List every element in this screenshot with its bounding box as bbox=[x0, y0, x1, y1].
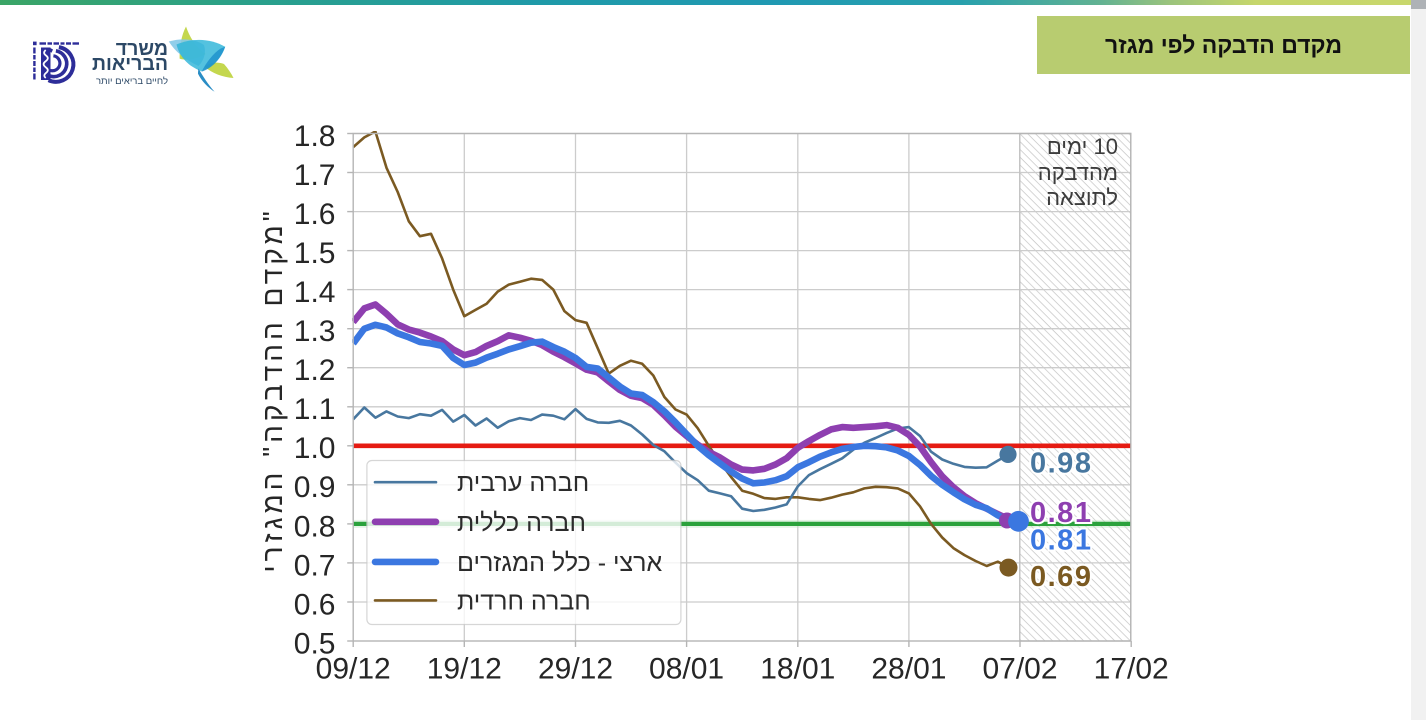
svg-text:ארצי - כלל המגזרים: ארצי - כלל המגזרים bbox=[457, 549, 662, 577]
svg-text:1.8: 1.8 bbox=[294, 120, 336, 153]
svg-text:חברה כללית: חברה כללית bbox=[457, 509, 586, 537]
svg-text:0.7: 0.7 bbox=[294, 549, 336, 582]
svg-text:1.4: 1.4 bbox=[294, 276, 336, 309]
svg-text:0.5: 0.5 bbox=[294, 627, 336, 660]
svg-text:0.9: 0.9 bbox=[294, 471, 336, 504]
svg-text:1.2: 1.2 bbox=[294, 354, 336, 387]
svg-text:0.8: 0.8 bbox=[294, 510, 336, 543]
svg-text:07/02: 07/02 bbox=[982, 652, 1057, 685]
svg-text:1.3: 1.3 bbox=[294, 315, 336, 348]
svg-text:19/12: 19/12 bbox=[427, 652, 502, 685]
svg-text:18/01: 18/01 bbox=[760, 652, 835, 685]
svg-text:1.7: 1.7 bbox=[294, 159, 336, 192]
svg-text:29/12: 29/12 bbox=[538, 652, 613, 685]
svg-text:1.5: 1.5 bbox=[294, 237, 336, 270]
svg-text:חברה ערבית: חברה ערבית bbox=[457, 469, 589, 497]
svg-text:0.81: 0.81 bbox=[1030, 497, 1092, 529]
svg-text:08/01: 08/01 bbox=[649, 652, 724, 685]
svg-text:0.81: 0.81 bbox=[1030, 524, 1092, 556]
svg-text:28/01: 28/01 bbox=[871, 652, 946, 685]
svg-text:"מקדם ההדבקה" המגזרי: "מקדם ההדבקה" המגזרי bbox=[257, 207, 288, 572]
svg-text:1.0: 1.0 bbox=[294, 432, 336, 465]
svg-text:לתוצאה: לתוצאה bbox=[1046, 185, 1118, 210]
svg-text:1.1: 1.1 bbox=[294, 393, 336, 426]
svg-text:17/02: 17/02 bbox=[1094, 652, 1169, 685]
svg-text:0.69: 0.69 bbox=[1030, 561, 1092, 593]
svg-text:09/12: 09/12 bbox=[316, 652, 391, 685]
svg-text:10 ימים: 10 ימים bbox=[1047, 134, 1118, 159]
svg-text:0.6: 0.6 bbox=[294, 588, 336, 621]
svg-text:מהדבקה: מהדבקה bbox=[1038, 160, 1118, 185]
svg-text:0.98: 0.98 bbox=[1030, 448, 1092, 480]
svg-text:1.6: 1.6 bbox=[294, 198, 336, 231]
svg-text:חברה חרדית: חברה חרדית bbox=[457, 587, 591, 615]
